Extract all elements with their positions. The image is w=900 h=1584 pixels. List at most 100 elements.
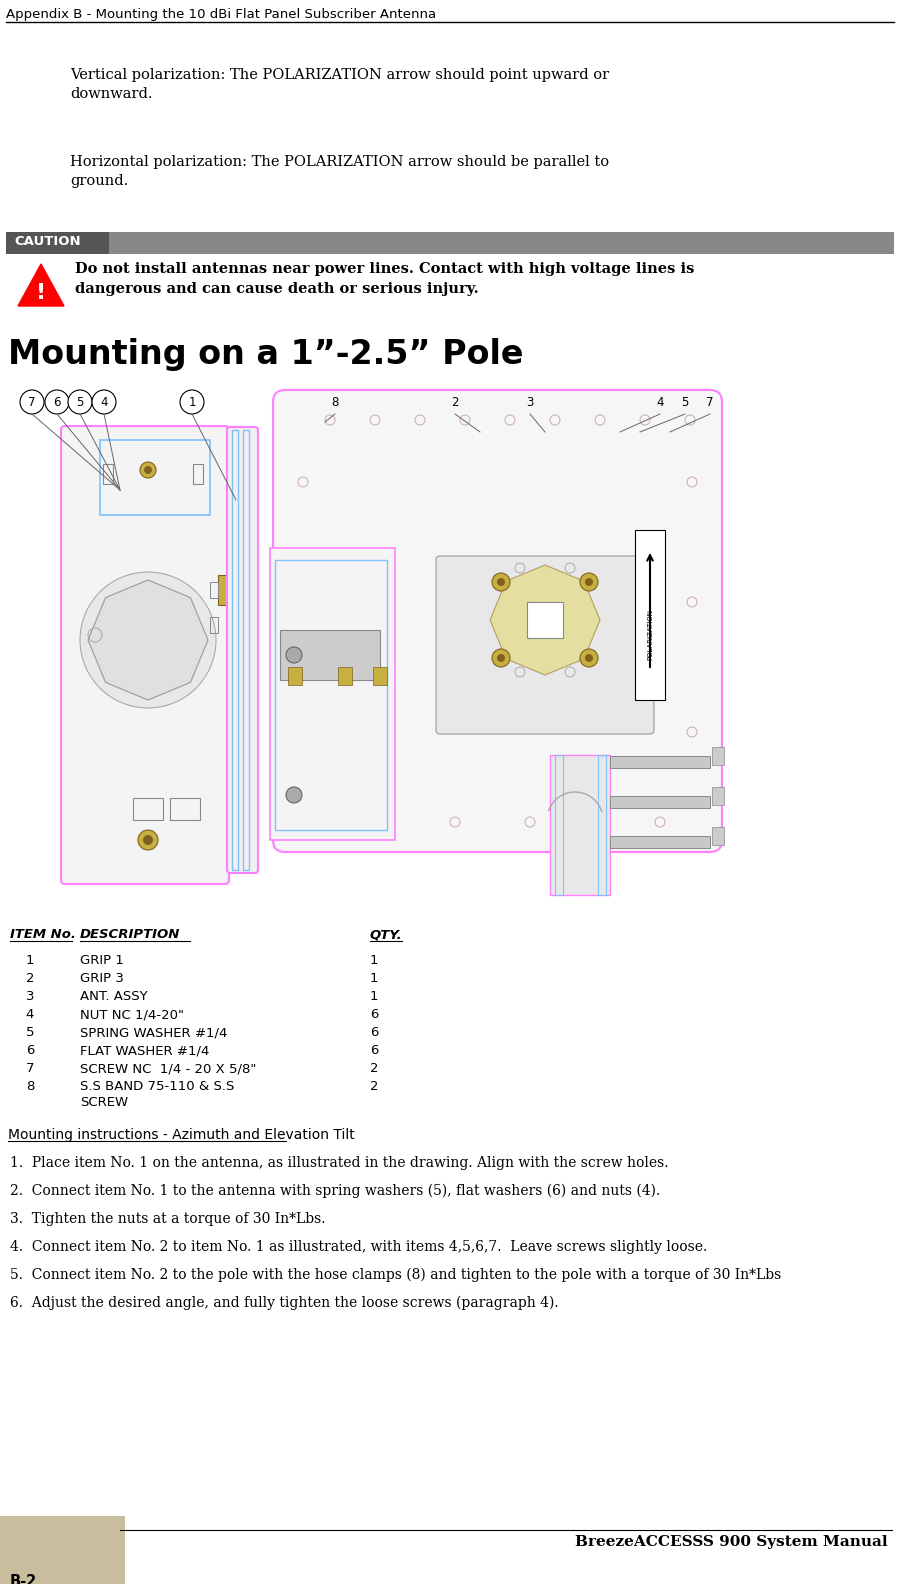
Text: 1: 1 [370, 990, 379, 1003]
Circle shape [698, 390, 722, 413]
Text: CAUTION: CAUTION [14, 234, 81, 249]
Bar [338, 667, 352, 684]
Text: 7: 7 [706, 396, 714, 409]
Polygon shape [490, 565, 600, 675]
Circle shape [580, 573, 598, 591]
Circle shape [286, 646, 302, 664]
Circle shape [180, 390, 204, 413]
Text: 6: 6 [370, 1026, 378, 1039]
Bar [232, 429, 238, 870]
Bar [610, 797, 710, 808]
Circle shape [492, 573, 510, 591]
Text: Vertical polarization: The POLARIZATION arrow should point upward or
downward.: Vertical polarization: The POLARIZATION … [70, 68, 609, 101]
Circle shape [585, 654, 593, 662]
Text: 2: 2 [26, 973, 34, 985]
FancyBboxPatch shape [61, 426, 229, 884]
Bar [193, 464, 203, 485]
Circle shape [323, 390, 347, 413]
Text: QTY.: QTY. [370, 928, 402, 941]
Bar [527, 602, 563, 638]
Text: Horizontal polarization: The POLARIZATION arrow should be parallel to
ground.: Horizontal polarization: The POLARIZATIO… [70, 155, 609, 188]
Circle shape [673, 390, 697, 413]
Text: 4: 4 [26, 1007, 34, 1022]
Bar [598, 756, 606, 895]
Bar [275, 561, 387, 830]
Text: Mounting instructions - Azimuth and Elevation Tilt: Mounting instructions - Azimuth and Elev… [8, 1128, 355, 1142]
Text: SCREW: SCREW [80, 1096, 128, 1109]
Circle shape [497, 578, 505, 586]
Text: 8: 8 [26, 1080, 34, 1093]
Text: S.S BAND 75-110 & S.S: S.S BAND 75-110 & S.S [80, 1080, 234, 1093]
Circle shape [140, 463, 156, 478]
Bar [712, 748, 724, 765]
Text: 1.  Place item No. 1 on the antenna, as illustrated in the drawing. Align with t: 1. Place item No. 1 on the antenna, as i… [10, 1156, 669, 1171]
Text: 7: 7 [26, 1061, 34, 1076]
Bar [109, 231, 894, 253]
Circle shape [648, 390, 672, 413]
Bar [100, 440, 210, 515]
Circle shape [585, 578, 593, 586]
Bar [218, 575, 232, 605]
Circle shape [143, 835, 153, 844]
Text: 4: 4 [656, 396, 664, 409]
Text: 1: 1 [26, 954, 34, 966]
Bar [288, 667, 302, 684]
Text: SPRING WASHER #1/4: SPRING WASHER #1/4 [80, 1026, 228, 1039]
FancyBboxPatch shape [227, 428, 258, 873]
Bar [0, 1516, 125, 1584]
Text: 8: 8 [331, 396, 338, 409]
Circle shape [138, 830, 158, 851]
Text: !: ! [36, 284, 46, 303]
Circle shape [144, 466, 152, 474]
Circle shape [20, 390, 44, 413]
Text: 5.  Connect item No. 2 to the pole with the hose clamps (8) and tighten to the p: 5. Connect item No. 2 to the pole with t… [10, 1269, 781, 1283]
Bar [210, 618, 218, 634]
Text: Mounting on a 1”-2.5” Pole: Mounting on a 1”-2.5” Pole [8, 337, 524, 371]
Circle shape [68, 390, 92, 413]
Bar [6, 231, 109, 253]
Bar [555, 756, 563, 895]
Text: 3.  Tighten the nuts at a torque of 30 In*Lbs.: 3. Tighten the nuts at a torque of 30 In… [10, 1212, 326, 1226]
Circle shape [518, 390, 542, 413]
Text: 2: 2 [370, 1061, 379, 1076]
Circle shape [80, 572, 216, 708]
Text: 7: 7 [28, 396, 36, 409]
Text: ANT. ASSY: ANT. ASSY [80, 990, 148, 1003]
Text: 2: 2 [451, 396, 459, 409]
Text: Do not install antennas near power lines. Contact with high voltage lines is
dan: Do not install antennas near power lines… [75, 261, 695, 296]
Text: DESCRIPTION: DESCRIPTION [80, 928, 180, 941]
Bar [103, 464, 113, 485]
Polygon shape [18, 265, 64, 306]
Text: GRIP 1: GRIP 1 [80, 954, 124, 966]
Text: SCREW NC  1/4 - 20 X 5/8": SCREW NC 1/4 - 20 X 5/8" [80, 1061, 256, 1076]
Text: 1: 1 [370, 973, 379, 985]
Text: 4.  Connect item No. 2 to item No. 1 as illustrated, with items 4,5,6,7.  Leave : 4. Connect item No. 2 to item No. 1 as i… [10, 1240, 707, 1255]
Text: ITEM No.: ITEM No. [10, 928, 76, 941]
Text: 6: 6 [370, 1007, 378, 1022]
Text: 5: 5 [26, 1026, 34, 1039]
Text: B-2: B-2 [10, 1574, 37, 1584]
Text: FLAT WASHER #1/4: FLAT WASHER #1/4 [80, 1044, 210, 1057]
FancyBboxPatch shape [436, 556, 654, 733]
Circle shape [45, 390, 69, 413]
Text: 5: 5 [681, 396, 688, 409]
Bar [280, 630, 380, 680]
Text: NUT NC 1/4-20": NUT NC 1/4-20" [80, 1007, 184, 1022]
Text: 3: 3 [26, 990, 34, 1003]
Bar [610, 836, 710, 847]
Circle shape [580, 649, 598, 667]
Text: 6: 6 [26, 1044, 34, 1057]
Text: BreezeACCESSS 900 System Manual: BreezeACCESSS 900 System Manual [575, 1535, 888, 1549]
Bar [243, 429, 249, 870]
Text: 6: 6 [370, 1044, 378, 1057]
Bar [170, 798, 200, 821]
Text: 5: 5 [76, 396, 84, 409]
Text: 2.  Connect item No. 1 to the antenna with spring washers (5), flat washers (6) : 2. Connect item No. 1 to the antenna wit… [10, 1183, 661, 1199]
Text: 1: 1 [370, 954, 379, 966]
Circle shape [497, 654, 505, 662]
Text: GRIP 3: GRIP 3 [80, 973, 124, 985]
Circle shape [286, 787, 302, 803]
Text: POLARIZATION: POLARIZATION [647, 610, 653, 661]
Text: 6: 6 [53, 396, 61, 409]
Bar [712, 787, 724, 805]
